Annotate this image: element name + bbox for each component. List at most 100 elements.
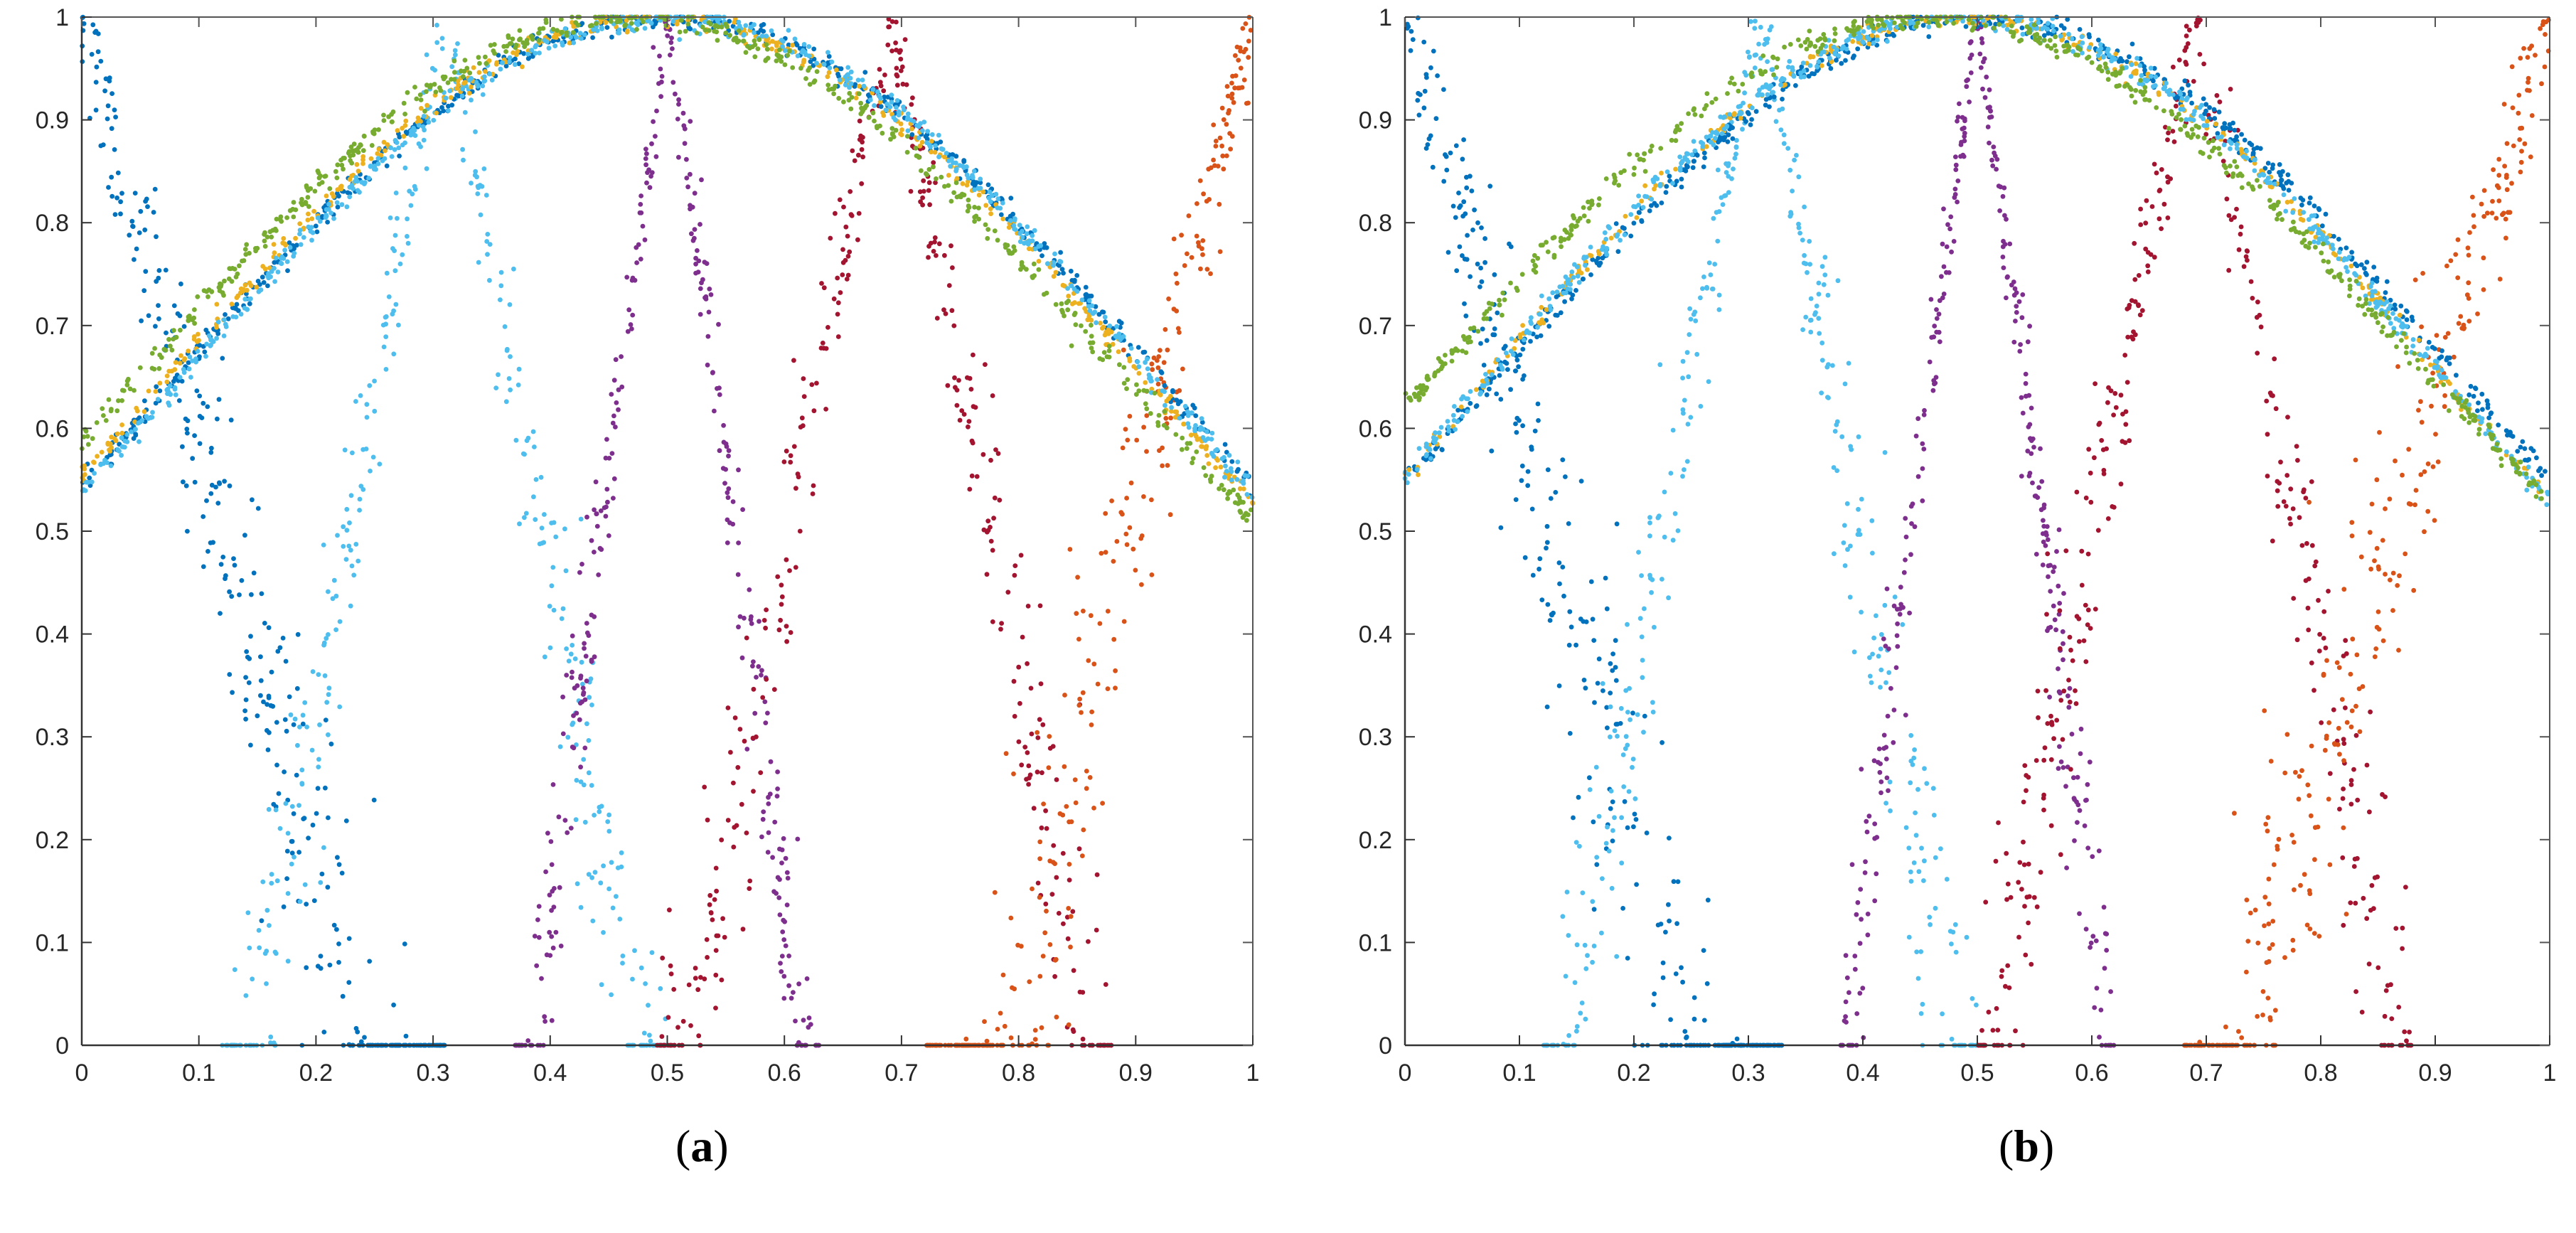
data-point bbox=[845, 272, 851, 278]
data-point bbox=[1089, 317, 1094, 323]
data-point bbox=[1448, 150, 1453, 156]
data-point bbox=[549, 521, 554, 525]
data-point bbox=[1068, 268, 1074, 274]
scatter-plot-b: 0 0.1 0.2 0.3 0.4 0.5 0.6 0.7 0.8 0.9 100.10.20.30… bbox=[1359, 4, 2557, 1087]
data-point bbox=[348, 603, 353, 609]
data-point bbox=[223, 576, 228, 582]
data-point bbox=[1647, 533, 1652, 539]
data-point bbox=[1158, 348, 1163, 353]
data-point bbox=[1492, 272, 1497, 277]
data-point bbox=[1060, 812, 1066, 818]
data-point bbox=[1222, 442, 1228, 447]
data-point bbox=[872, 103, 877, 108]
data-point bbox=[523, 511, 529, 516]
data-point bbox=[578, 516, 584, 522]
data-point bbox=[291, 722, 296, 727]
data-point bbox=[968, 387, 974, 392]
data-point bbox=[524, 438, 530, 443]
data-point bbox=[525, 51, 530, 57]
data-point bbox=[274, 762, 279, 768]
data-point bbox=[377, 461, 383, 466]
data-point bbox=[543, 1019, 547, 1024]
data-point bbox=[297, 725, 302, 730]
data-point bbox=[957, 163, 963, 169]
data-point bbox=[784, 902, 790, 907]
data-point bbox=[1240, 515, 1246, 521]
data-point bbox=[2125, 306, 2130, 311]
data-point bbox=[1800, 327, 1805, 332]
data-point bbox=[904, 149, 910, 155]
data-point bbox=[2069, 732, 2075, 737]
data-point bbox=[764, 33, 769, 39]
data-point bbox=[288, 712, 294, 717]
data-point bbox=[243, 252, 249, 257]
data-point bbox=[297, 221, 303, 226]
data-point bbox=[218, 282, 224, 287]
data-point bbox=[604, 437, 609, 442]
data-point bbox=[1940, 241, 1945, 247]
data-point bbox=[609, 860, 614, 865]
data-point bbox=[1059, 267, 1065, 272]
data-point bbox=[557, 885, 562, 890]
data-point bbox=[596, 572, 602, 577]
data-point bbox=[705, 362, 710, 368]
data-point bbox=[894, 48, 899, 53]
data-point bbox=[786, 954, 791, 959]
data-point bbox=[1580, 890, 1586, 895]
data-point bbox=[1583, 1016, 1588, 1022]
data-point bbox=[560, 731, 566, 737]
data-point bbox=[1053, 956, 1059, 962]
data-point bbox=[1644, 831, 1650, 836]
data-point bbox=[168, 343, 173, 348]
data-point bbox=[449, 102, 455, 108]
data-point bbox=[520, 40, 526, 46]
data-point bbox=[1969, 52, 1974, 58]
data-point bbox=[779, 954, 785, 959]
data-point bbox=[1995, 1028, 2001, 1032]
data-point bbox=[785, 53, 791, 58]
data-point bbox=[926, 180, 932, 186]
data-point bbox=[187, 354, 193, 360]
data-point bbox=[929, 139, 934, 144]
data-point bbox=[651, 45, 656, 50]
data-point bbox=[1566, 933, 1571, 938]
data-point bbox=[793, 1018, 798, 1024]
data-point bbox=[720, 916, 725, 922]
data-point bbox=[364, 402, 370, 407]
data-point bbox=[1158, 392, 1163, 397]
data-point bbox=[319, 180, 325, 185]
data-point bbox=[2138, 206, 2143, 212]
data-point bbox=[1197, 427, 1203, 432]
data-point bbox=[116, 398, 121, 403]
data-point bbox=[1716, 209, 1722, 214]
data-point bbox=[1927, 914, 1933, 920]
x-tick-label: 0.2 bbox=[299, 1059, 333, 1087]
data-point bbox=[2056, 612, 2062, 617]
data-point bbox=[788, 453, 793, 459]
data-point bbox=[997, 497, 1003, 503]
data-point bbox=[326, 632, 331, 637]
data-point bbox=[2071, 775, 2076, 781]
data-point bbox=[1673, 971, 1679, 976]
data-point bbox=[1011, 223, 1017, 228]
data-point bbox=[1209, 430, 1215, 436]
data-point bbox=[814, 60, 819, 66]
data-point bbox=[2053, 627, 2058, 633]
data-point bbox=[1155, 381, 1161, 387]
data-point bbox=[648, 21, 654, 26]
data-point bbox=[1945, 222, 1950, 228]
data-point bbox=[589, 783, 594, 788]
data-point bbox=[247, 280, 252, 286]
data-point bbox=[2353, 989, 2358, 994]
data-point bbox=[860, 154, 865, 160]
data-point bbox=[493, 61, 499, 67]
data-point bbox=[1684, 350, 1690, 356]
data-point bbox=[1036, 259, 1042, 264]
data-point bbox=[269, 669, 274, 675]
data-point bbox=[898, 121, 904, 127]
data-point bbox=[1605, 824, 1610, 830]
data-point bbox=[1672, 511, 1678, 516]
data-point bbox=[391, 1002, 396, 1008]
data-point bbox=[424, 89, 429, 95]
data-point bbox=[197, 414, 203, 419]
